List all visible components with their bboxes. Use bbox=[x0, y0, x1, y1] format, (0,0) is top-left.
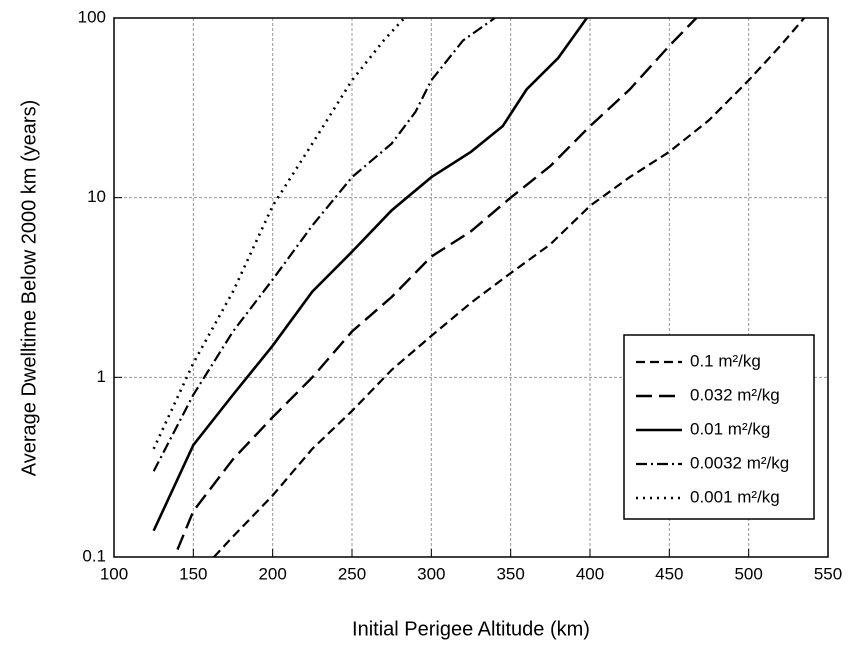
series-line bbox=[152, 17, 496, 472]
x-tick-label: 450 bbox=[655, 564, 683, 583]
plot-frame bbox=[113, 17, 829, 558]
x-axis-title: Initial Perigee Altitude (km) bbox=[352, 618, 590, 640]
x-tick-label: 400 bbox=[576, 564, 604, 583]
y-tick-label: 0.1 bbox=[82, 546, 106, 565]
x-tick-label: 500 bbox=[734, 564, 762, 583]
x-tick-label: 100 bbox=[100, 564, 128, 583]
x-tick-label: 300 bbox=[417, 564, 445, 583]
x-tick-label: 150 bbox=[179, 564, 207, 583]
x-tick-label: 250 bbox=[338, 564, 366, 583]
x-tick-label: 200 bbox=[258, 564, 286, 583]
y-axis-title: Average Dwelltime Below 2000 km (years) bbox=[18, 100, 40, 476]
y-tick-label: 1 bbox=[97, 367, 106, 386]
y-tick-label: 100 bbox=[78, 7, 106, 26]
series-line bbox=[152, 17, 588, 532]
legend-label: 0.1 m²/kg bbox=[690, 351, 761, 370]
legend-label: 0.0032 m²/kg bbox=[690, 453, 789, 472]
legend-box bbox=[623, 334, 815, 520]
series-line bbox=[152, 17, 406, 450]
x-tick-label: 350 bbox=[496, 564, 524, 583]
legend-label: 0.032 m²/kg bbox=[690, 385, 780, 404]
legend-label: 0.001 m²/kg bbox=[690, 487, 780, 506]
x-tick-label: 550 bbox=[814, 564, 842, 583]
y-tick-label: 10 bbox=[87, 187, 106, 206]
series-line bbox=[213, 17, 806, 558]
series-line bbox=[176, 17, 698, 551]
legend-label: 0.01 m²/kg bbox=[690, 419, 770, 438]
